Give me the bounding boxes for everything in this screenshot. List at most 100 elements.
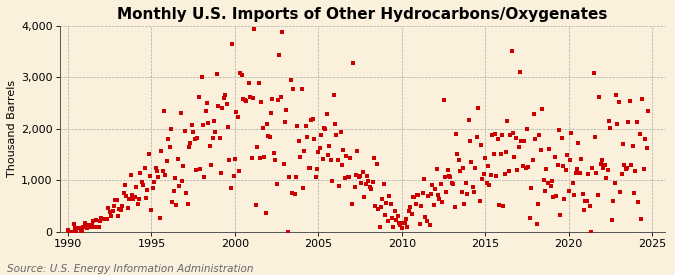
Point <box>167 200 178 205</box>
Point <box>106 214 117 218</box>
Point <box>335 130 346 135</box>
Point <box>387 216 398 220</box>
Point <box>135 171 146 175</box>
Point <box>430 187 441 191</box>
Point <box>530 137 541 141</box>
Point <box>285 78 296 82</box>
Point <box>502 119 513 123</box>
Point <box>81 225 92 230</box>
Point <box>168 189 179 193</box>
Point <box>565 158 576 162</box>
Point <box>125 173 136 177</box>
Point <box>181 191 192 195</box>
Point <box>481 181 492 186</box>
Point <box>147 186 158 190</box>
Point <box>439 175 450 179</box>
Point <box>205 144 215 148</box>
Point <box>206 163 217 167</box>
Point <box>594 95 605 99</box>
Point <box>522 127 533 132</box>
Point <box>506 48 517 53</box>
Point <box>95 219 105 223</box>
Point <box>427 183 438 187</box>
Point <box>364 185 375 189</box>
Y-axis label: Thousand Barrels: Thousand Barrels <box>7 80 17 177</box>
Point <box>602 168 613 172</box>
Point <box>398 221 408 225</box>
Point <box>316 133 327 137</box>
Point <box>454 158 464 162</box>
Point <box>512 167 522 172</box>
Point <box>569 193 580 197</box>
Point <box>246 156 257 161</box>
Point <box>130 195 140 199</box>
Point <box>210 130 221 135</box>
Point <box>342 175 353 179</box>
Point <box>466 160 477 164</box>
Point <box>406 212 417 216</box>
Point <box>597 157 608 162</box>
Point <box>374 225 385 229</box>
Point <box>362 174 373 178</box>
Point <box>389 208 400 213</box>
Point <box>306 118 317 122</box>
Point <box>328 93 339 97</box>
Point <box>548 195 559 199</box>
Point <box>570 171 581 176</box>
Point <box>595 161 606 166</box>
Point <box>537 107 547 112</box>
Point <box>524 216 535 221</box>
Point <box>641 145 652 150</box>
Point <box>577 192 588 197</box>
Point <box>82 226 93 230</box>
Point <box>70 226 80 230</box>
Point <box>92 225 103 229</box>
Point <box>414 222 425 226</box>
Point <box>573 141 584 145</box>
Point <box>627 143 638 148</box>
Point <box>284 175 294 180</box>
Point <box>257 126 268 130</box>
Point <box>225 186 236 191</box>
Point <box>467 185 478 189</box>
Point <box>622 166 632 170</box>
Point <box>369 156 379 161</box>
Point <box>563 189 574 193</box>
Point <box>388 225 399 229</box>
Point <box>549 155 560 160</box>
Point <box>132 202 143 207</box>
Point <box>149 180 160 184</box>
Point <box>64 230 75 234</box>
Point <box>630 169 641 173</box>
Point <box>527 158 538 162</box>
Point <box>259 155 269 159</box>
Point <box>346 202 357 206</box>
Point <box>634 132 645 136</box>
Point <box>605 125 616 130</box>
Point <box>608 199 618 203</box>
Point <box>493 203 504 207</box>
Point <box>526 186 537 191</box>
Point <box>159 109 169 113</box>
Point <box>441 189 452 194</box>
Point <box>331 133 342 138</box>
Point <box>377 197 387 201</box>
Point <box>378 182 389 186</box>
Point <box>230 156 240 161</box>
Point <box>161 159 172 164</box>
Point <box>545 184 556 188</box>
Point <box>277 30 288 34</box>
Point <box>198 123 209 128</box>
Point <box>249 27 260 31</box>
Point <box>640 137 651 141</box>
Point <box>370 204 381 208</box>
Point <box>138 183 148 187</box>
Point <box>487 133 497 138</box>
Point <box>109 204 119 208</box>
Point <box>111 197 122 202</box>
Title: Monthly U.S. Imports of Other Hydrocarbons/Oxygenates: Monthly U.S. Imports of Other Hydrocarbo… <box>117 7 608 22</box>
Point <box>65 230 76 234</box>
Point <box>274 53 285 57</box>
Point <box>568 181 578 186</box>
Point <box>188 130 198 134</box>
